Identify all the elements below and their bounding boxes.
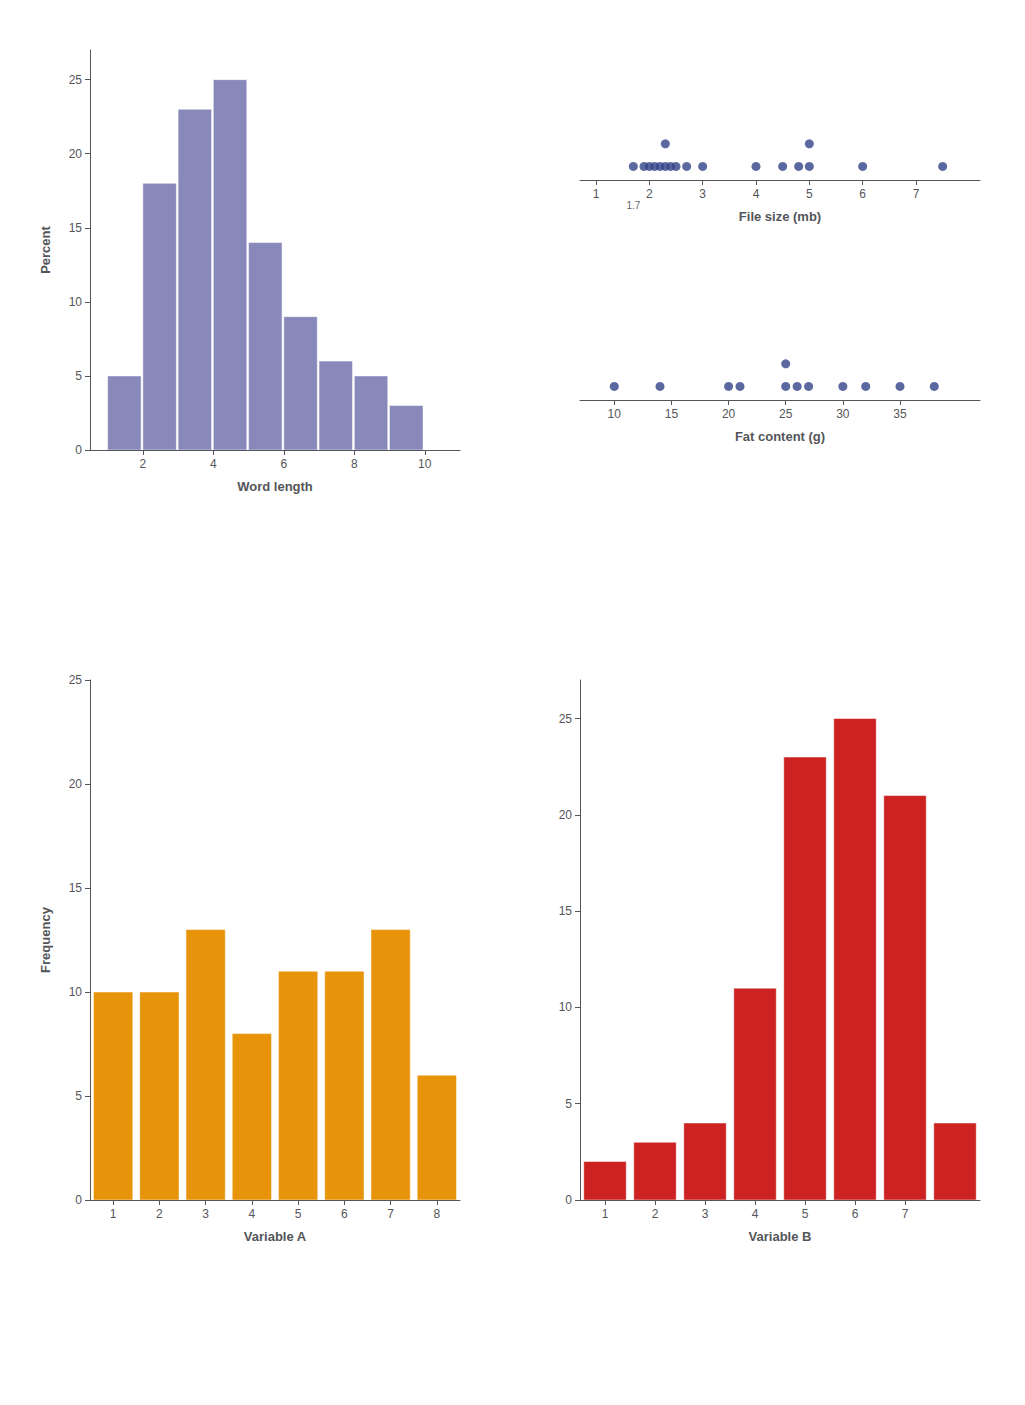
svg-text:5: 5	[75, 1089, 82, 1103]
svg-text:Percent: Percent	[38, 225, 53, 273]
svg-text:Variable B: Variable B	[749, 1229, 812, 1244]
svg-text:5: 5	[802, 1207, 809, 1221]
svg-text:25: 25	[779, 407, 793, 421]
svg-text:10: 10	[69, 295, 83, 309]
svg-text:Word length: Word length	[237, 479, 313, 494]
svg-text:5: 5	[806, 187, 813, 201]
svg-text:6: 6	[852, 1207, 859, 1221]
svg-text:1.7: 1.7	[626, 200, 640, 211]
svg-text:1: 1	[593, 187, 600, 201]
svg-text:File size (mb): File size (mb)	[739, 209, 821, 224]
svg-text:15: 15	[559, 904, 573, 918]
svg-text:4: 4	[249, 1207, 256, 1221]
svg-text:5: 5	[295, 1207, 302, 1221]
svg-text:3: 3	[202, 1207, 209, 1221]
svg-text:25: 25	[69, 673, 83, 687]
svg-text:5: 5	[565, 1097, 572, 1111]
svg-text:35: 35	[893, 407, 907, 421]
svg-text:Variable A: Variable A	[244, 1229, 307, 1244]
svg-text:2: 2	[156, 1207, 163, 1221]
svg-text:6: 6	[859, 187, 866, 201]
svg-text:20: 20	[69, 147, 83, 161]
svg-text:3: 3	[699, 187, 706, 201]
svg-text:6: 6	[280, 457, 287, 471]
svg-text:25: 25	[559, 712, 573, 726]
svg-text:15: 15	[69, 221, 83, 235]
svg-text:20: 20	[69, 777, 83, 791]
svg-text:8: 8	[434, 1207, 441, 1221]
svg-text:8: 8	[351, 457, 358, 471]
svg-text:3: 3	[702, 1207, 709, 1221]
svg-text:25: 25	[69, 73, 83, 87]
svg-text:0: 0	[75, 443, 82, 457]
svg-text:2: 2	[646, 187, 653, 201]
svg-text:7: 7	[913, 187, 920, 201]
svg-text:4: 4	[752, 1207, 759, 1221]
svg-text:Fat content (g): Fat content (g)	[735, 429, 825, 444]
svg-text:5: 5	[75, 369, 82, 383]
svg-text:6: 6	[341, 1207, 348, 1221]
svg-text:7: 7	[902, 1207, 909, 1221]
svg-text:15: 15	[665, 407, 679, 421]
svg-text:10: 10	[559, 1000, 573, 1014]
svg-text:20: 20	[722, 407, 736, 421]
svg-text:10: 10	[69, 985, 83, 999]
svg-text:4: 4	[753, 187, 760, 201]
svg-text:1: 1	[110, 1207, 117, 1221]
svg-text:1: 1	[602, 1207, 609, 1221]
svg-text:30: 30	[836, 407, 850, 421]
svg-text:10: 10	[608, 407, 622, 421]
svg-text:0: 0	[565, 1193, 572, 1207]
svg-text:2: 2	[140, 457, 147, 471]
svg-text:2: 2	[652, 1207, 659, 1221]
svg-text:7: 7	[387, 1207, 394, 1221]
svg-text:4: 4	[210, 457, 217, 471]
svg-text:0: 0	[75, 1193, 82, 1207]
svg-text:Frequency: Frequency	[38, 906, 53, 973]
svg-text:15: 15	[69, 881, 83, 895]
svg-text:10: 10	[418, 457, 432, 471]
svg-text:20: 20	[559, 808, 573, 822]
